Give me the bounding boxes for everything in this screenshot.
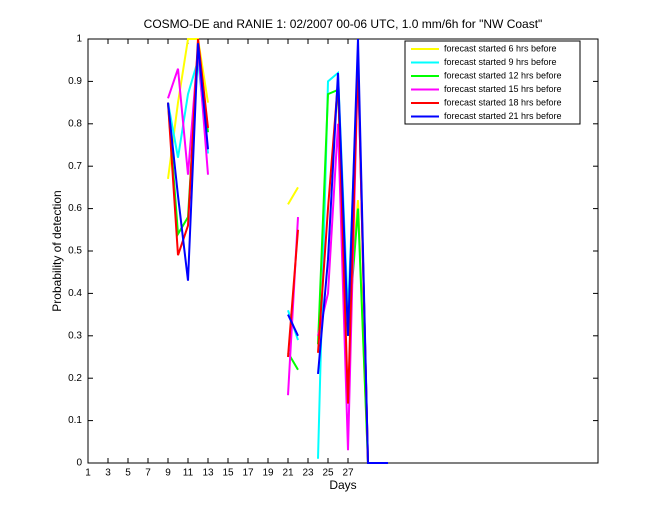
y-tick-label: 0.7 bbox=[68, 161, 82, 172]
legend-label: forecast started 6 hrs before bbox=[444, 43, 557, 53]
y-tick-label: 1 bbox=[76, 34, 82, 45]
x-tick-label: 1 bbox=[85, 468, 91, 479]
x-tick-label: 23 bbox=[302, 468, 314, 479]
x-tick-label: 13 bbox=[202, 468, 214, 479]
y-tick-label: 0.4 bbox=[68, 288, 82, 299]
legend-box bbox=[404, 40, 581, 125]
y-tick-label: 0.3 bbox=[68, 330, 82, 341]
x-tick-label: 15 bbox=[222, 468, 234, 479]
y-tick-label: 0.1 bbox=[68, 415, 82, 426]
legend-label: forecast started 9 hrs before bbox=[444, 57, 557, 67]
legend-label: forecast started 15 hrs before bbox=[444, 84, 562, 94]
y-axis-label: Probability of detection bbox=[50, 190, 64, 311]
series-line bbox=[167, 38, 388, 464]
y-tick-label: 0.2 bbox=[68, 373, 82, 384]
y-tick-label: 0.5 bbox=[68, 246, 82, 257]
x-tick-label: 3 bbox=[105, 468, 111, 479]
x-tick-label: 7 bbox=[145, 468, 151, 479]
x-tick-label: 25 bbox=[322, 468, 334, 479]
chart-title: COSMO-DE and RANIE 1: 02/2007 00-06 UTC,… bbox=[144, 17, 543, 31]
x-tick-label: 17 bbox=[242, 468, 254, 479]
legend-label: forecast started 18 hrs before bbox=[444, 97, 562, 107]
legend-label: forecast started 12 hrs before bbox=[444, 70, 562, 80]
x-tick-label: 19 bbox=[262, 468, 274, 479]
y-tick-label: 0.9 bbox=[68, 76, 82, 87]
y-tick-label: 0 bbox=[76, 458, 82, 469]
x-tick-label: 27 bbox=[342, 468, 354, 479]
y-tick-label: 0.6 bbox=[68, 203, 82, 214]
y-tick-label: 0.8 bbox=[68, 118, 82, 129]
legend-label: forecast started 21 hrs before bbox=[444, 111, 562, 121]
x-tick-label: 9 bbox=[165, 468, 171, 479]
x-tick-label: 11 bbox=[183, 468, 194, 479]
x-axis-label: Days bbox=[329, 478, 356, 492]
x-tick-label: 5 bbox=[125, 468, 131, 479]
x-tick-label: 21 bbox=[282, 468, 294, 479]
